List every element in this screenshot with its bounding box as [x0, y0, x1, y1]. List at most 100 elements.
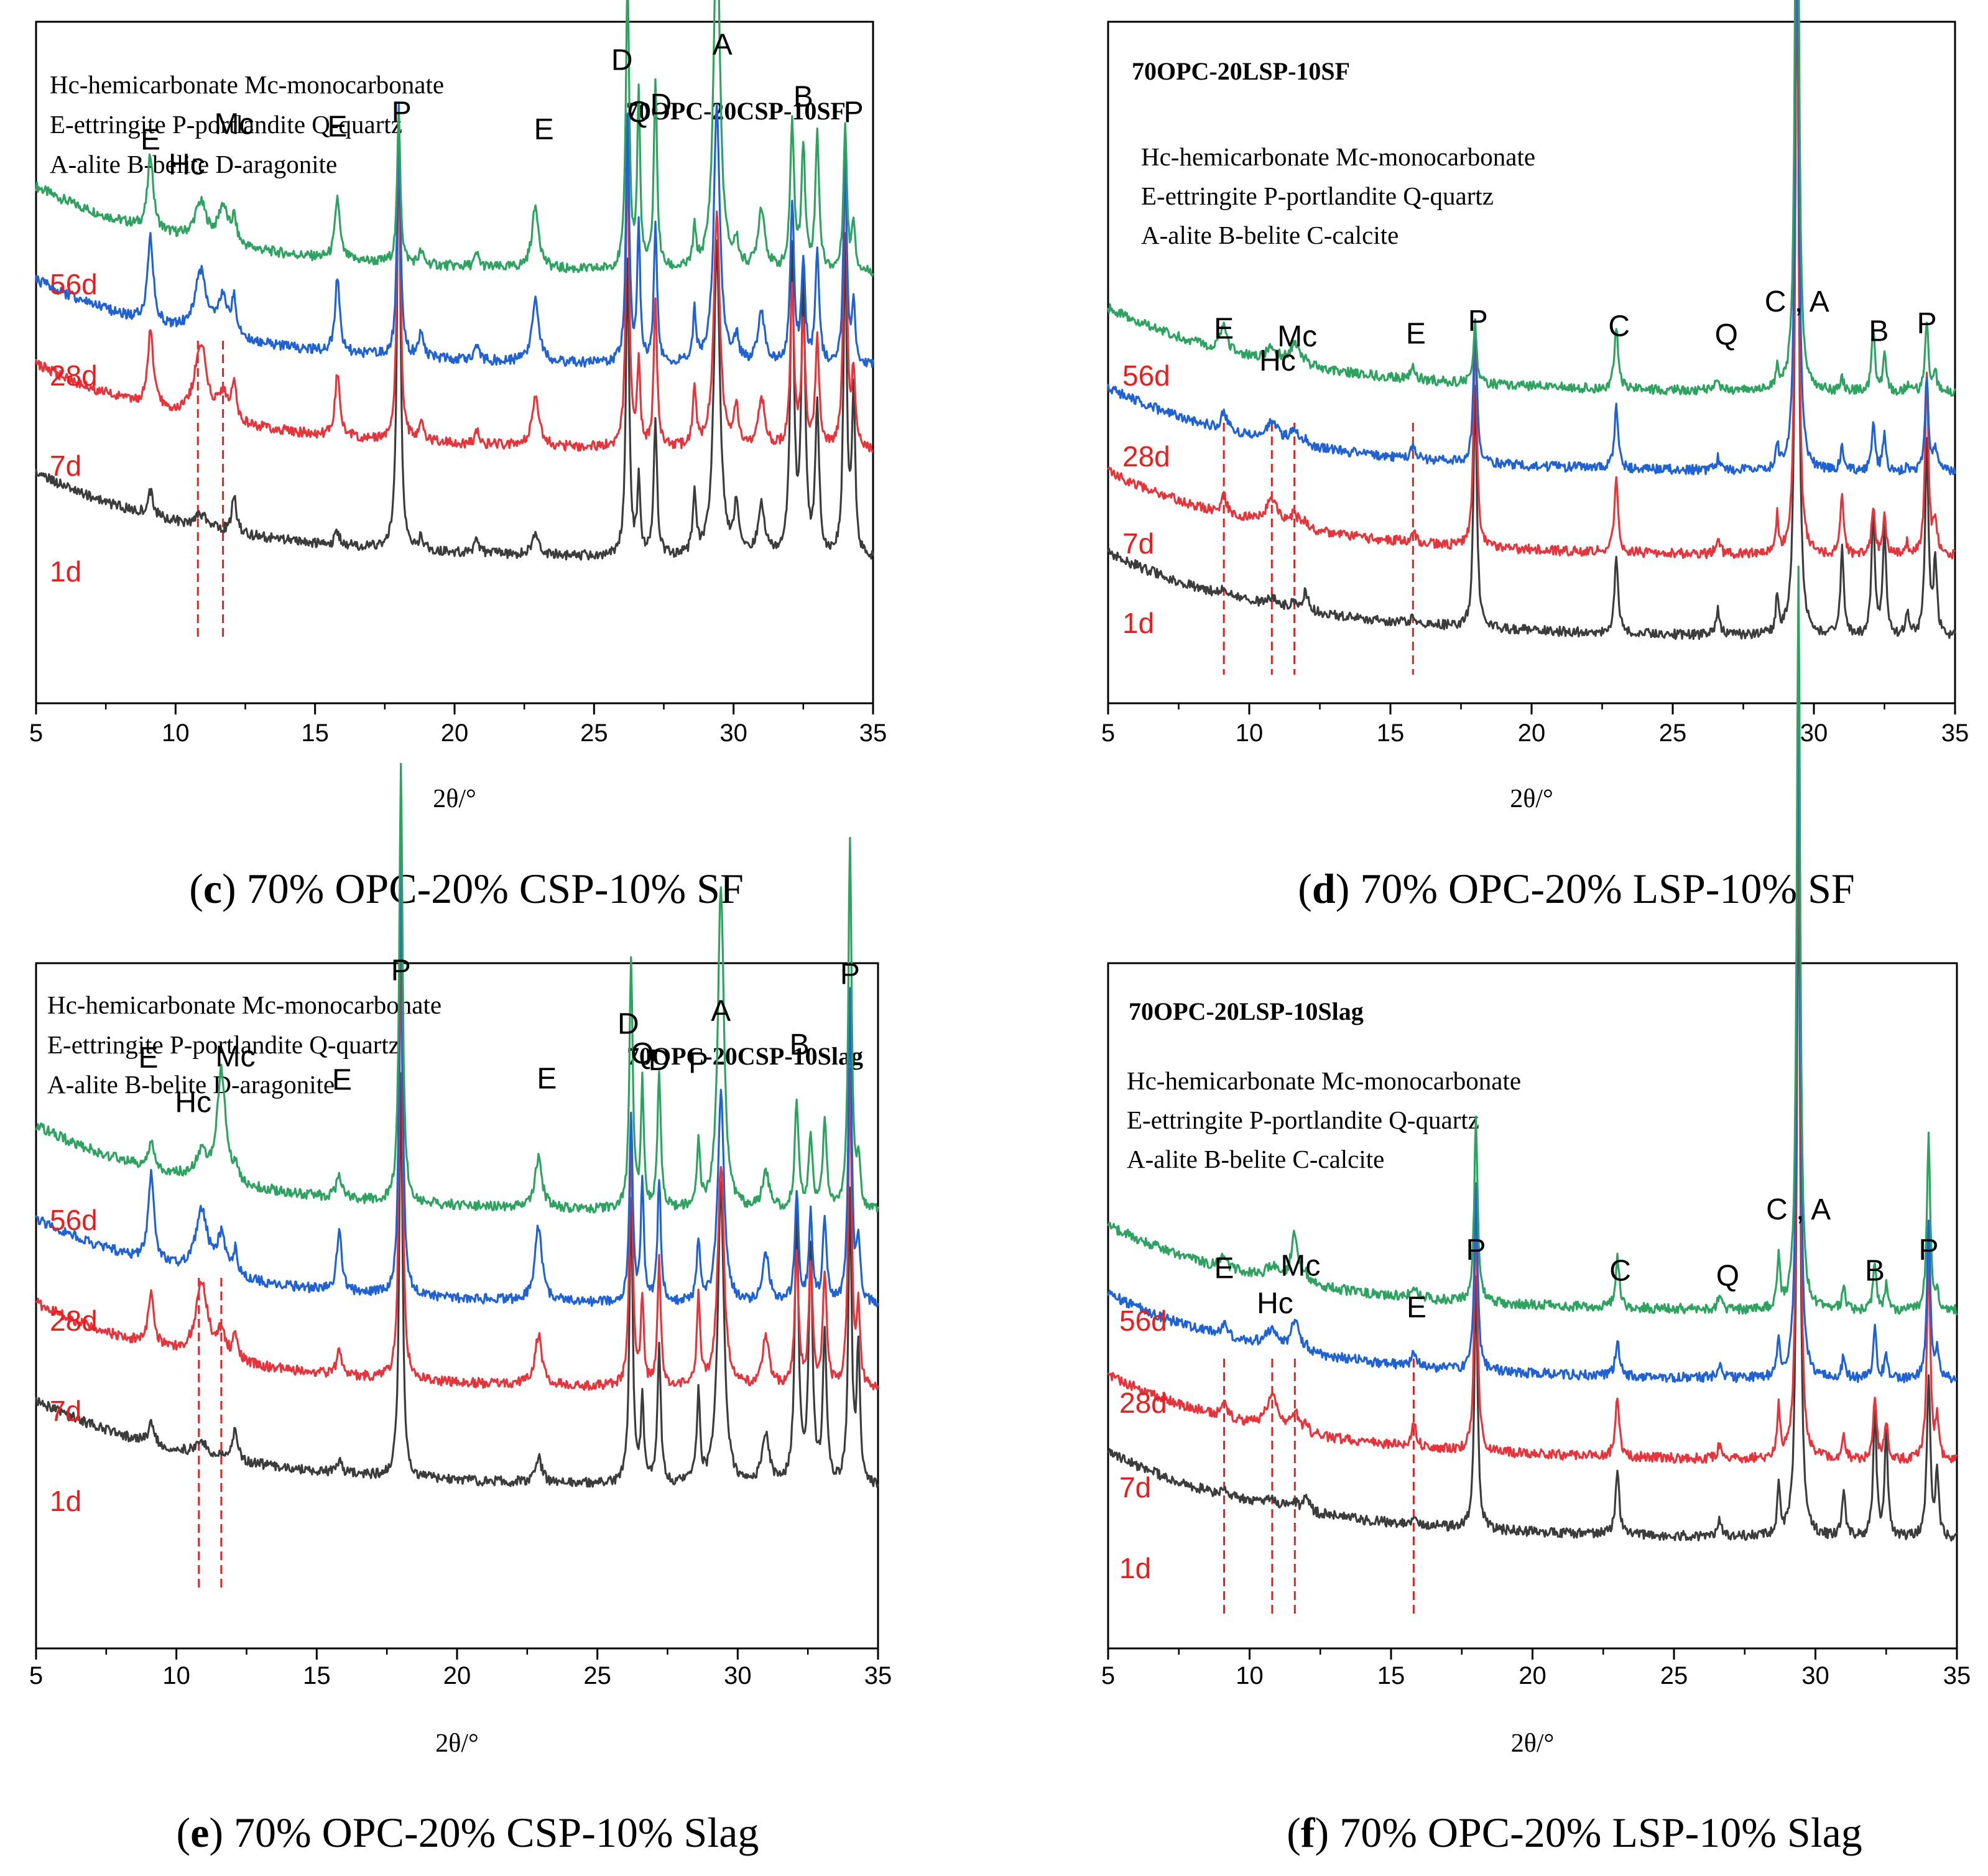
trace-7d — [1107, 770, 1958, 1464]
x-tick-label: 5 — [29, 1662, 43, 1689]
trace-28d — [35, 102, 874, 368]
trace-28d — [35, 857, 879, 1308]
trace-56d — [1107, 565, 1958, 1316]
age-label: 28d — [50, 1305, 98, 1337]
age-label: 7d — [50, 1395, 81, 1427]
legend-line: Hc-hemicarbonate Mc-monocarbonate — [50, 70, 444, 99]
age-label: 56d — [1122, 359, 1170, 392]
chart-title: 70OPC-20CSP-10SF — [626, 97, 846, 125]
x-axis-label: 2θ/° — [433, 785, 476, 813]
peak-annotation: Q — [1715, 319, 1738, 352]
peak-annotation: C — [1609, 1255, 1631, 1288]
trace-7d — [35, 112, 874, 453]
age-label: 56d — [1119, 1305, 1167, 1337]
legend-line: Hc-hemicarbonate Mc-monocarbonate — [1141, 142, 1535, 171]
peak-annotation: E — [1407, 1291, 1426, 1324]
x-tick-label: 30 — [719, 719, 747, 747]
peak-annotation: Mc — [1277, 320, 1317, 353]
legend-line: Hc-hemicarbonate Mc-monocarbonate — [1127, 1066, 1521, 1095]
age-label: 7d — [1122, 527, 1154, 560]
x-tick-label: 15 — [1377, 719, 1405, 747]
peak-annotation: B — [1865, 1255, 1885, 1288]
peak-annotation: P — [391, 954, 411, 987]
peak-annotation: B — [790, 1028, 810, 1061]
peak-annotation: Mc — [215, 108, 254, 141]
peak-annotation: D — [649, 1044, 670, 1077]
x-axis-label: 2θ/° — [1511, 1729, 1555, 1758]
legend-line: A-alite B-belite C-calcite — [1127, 1145, 1384, 1173]
legend-line: E-ettringite P-portlandite Q-quartz — [1127, 1106, 1479, 1134]
trace-1d — [1107, 819, 1958, 1542]
legend-line: A-alite B-belite D-aragonite — [50, 150, 337, 178]
x-tick-label: 5 — [29, 719, 43, 747]
x-tick-label: 15 — [1377, 1662, 1405, 1689]
legend-line: E-ettringite P-portlandite Q-quartz — [47, 1030, 400, 1059]
x-tick-label: 5 — [1101, 719, 1115, 747]
peak-annotation: P — [1917, 307, 1937, 340]
x-tick-label: 20 — [1519, 1662, 1546, 1689]
age-label: 1d — [1119, 1552, 1151, 1584]
peak-annotation: Hc — [169, 149, 205, 182]
peak-annotation: E — [1214, 312, 1234, 345]
peak-annotation: E — [139, 1042, 159, 1074]
age-label: 7d — [1119, 1471, 1151, 1504]
trace-7d — [35, 941, 879, 1391]
age-label: 28d — [1122, 440, 1170, 473]
peak-annotation: Mc — [215, 1040, 255, 1073]
peak-annotation: Mc — [1280, 1249, 1320, 1282]
peak-annotation: P — [1468, 305, 1488, 338]
peak-annotation: P — [840, 958, 860, 991]
peak-annotation: E — [328, 111, 348, 144]
trace-7d — [1107, 0, 1956, 560]
trace-1d — [1107, 0, 1956, 640]
age-label: 1d — [50, 555, 81, 588]
age-label: 1d — [1122, 607, 1154, 639]
peak-annotation: A — [713, 28, 733, 61]
peak-annotation: P — [1918, 1234, 1938, 1267]
peak-annotation: Q — [627, 96, 650, 129]
legend-line: E-ettringite P-portlandite Q-quartz — [50, 110, 402, 139]
legend-line: E-ettringite P-portlandite Q-quartz — [1141, 182, 1494, 210]
peak-annotation: P — [688, 1047, 708, 1079]
peak-annotation: C , A — [1765, 285, 1829, 318]
peak-annotation: C , A — [1766, 1193, 1831, 1226]
peak-annotation: D — [650, 88, 672, 121]
x-tick-label: 35 — [1943, 1662, 1971, 1689]
peak-annotation: E — [1406, 318, 1426, 351]
x-tick-label: 25 — [580, 719, 608, 747]
age-label: 1d — [50, 1485, 81, 1517]
peak-annotation: E — [537, 1063, 557, 1096]
panel-caption: (f) 70% OPC-20% LSP-10% Slag — [1287, 1809, 1862, 1856]
peak-annotation: Q — [631, 1038, 654, 1071]
x-tick-label: 20 — [443, 1662, 471, 1689]
x-axis-label: 2θ/° — [435, 1729, 479, 1758]
age-label: 28d — [1119, 1387, 1167, 1419]
peak-annotation: E — [332, 1064, 352, 1097]
chart-title: 70OPC-20LSP-10Slag — [1129, 997, 1364, 1025]
trace-56d — [35, 0, 874, 277]
trace-28d — [1107, 690, 1958, 1384]
chart-title: 70OPC-20LSP-10SF — [1132, 57, 1350, 85]
x-tick-label: 15 — [303, 1662, 331, 1689]
trace-1d — [35, 109, 874, 561]
x-tick-label: 10 — [1236, 719, 1264, 747]
plot-frame — [1107, 21, 1956, 705]
peak-annotation: Q — [1716, 1260, 1739, 1293]
panel-c: 5 10 15 20 25 30 35 2θ/° Hc-hemicarbonate Mc-mon… — [29, 0, 887, 912]
x-tick-label: 25 — [1659, 719, 1687, 747]
trace-56d — [1107, 0, 1956, 397]
peak-annotation: D — [611, 44, 633, 77]
x-tick-label: 10 — [162, 1662, 190, 1689]
peak-annotation: P — [1466, 1234, 1486, 1267]
peak-annotation: A — [711, 994, 731, 1027]
peak-annotation: C — [1608, 310, 1630, 343]
panel-caption: (c) 70% OPC-20% CSP-10% SF — [189, 865, 744, 912]
trace-56d — [35, 762, 879, 1214]
age-label: 56d — [50, 1204, 98, 1236]
x-tick-label: 20 — [441, 719, 469, 747]
x-tick-label: 35 — [864, 1662, 892, 1689]
chart-title: 70OPC-20CSP-10Slag — [627, 1042, 863, 1070]
peak-annotation: P — [844, 96, 864, 129]
peak-annotation: E — [534, 113, 554, 146]
